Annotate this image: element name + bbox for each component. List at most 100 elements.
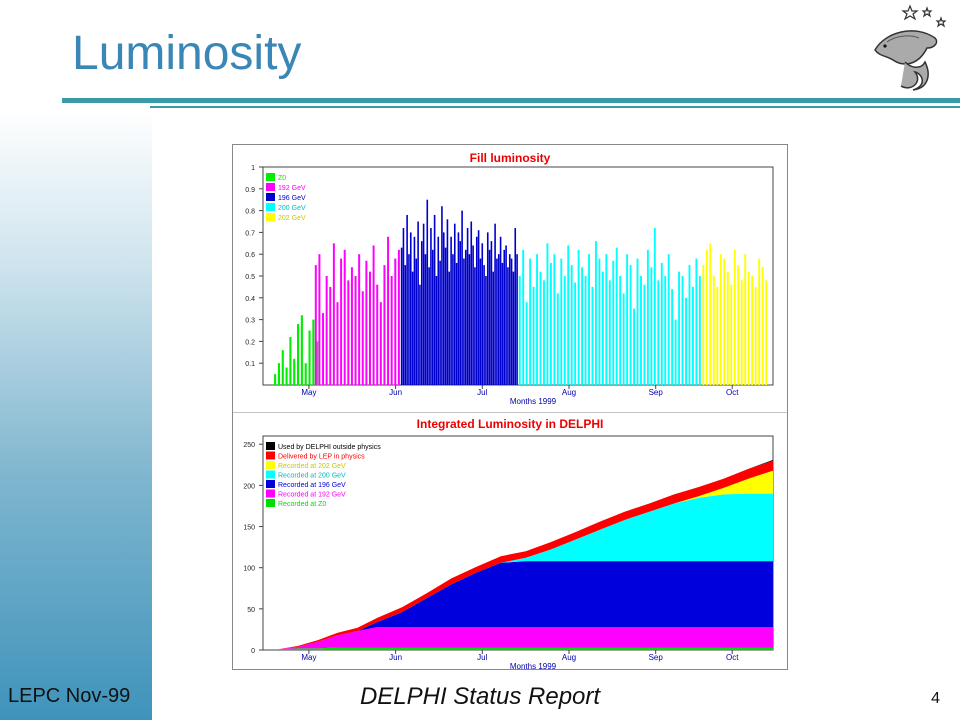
bar-196-gev (450, 236, 452, 385)
bar-200-gev (525, 302, 528, 385)
bar-192-gev (358, 254, 361, 385)
legend-swatch (266, 193, 275, 201)
bar-z0 (274, 374, 277, 385)
bar-200-gev (532, 286, 535, 385)
y-tick-label: 0.6 (245, 252, 255, 259)
bar-202-gev (716, 286, 719, 385)
bar-200-gev (633, 308, 636, 385)
footer-left-text: LEPC Nov-99 (8, 685, 131, 707)
chart-title: Integrated Luminosity in DELPHI (417, 417, 604, 431)
bar-202-gev (719, 254, 722, 385)
bar-192-gev (318, 254, 321, 385)
chart-title: Fill luminosity (470, 151, 551, 165)
bar-196-gev (404, 265, 407, 385)
legend-label: Recorded at 192 GeV (278, 492, 346, 499)
bar-196-gev (514, 228, 517, 385)
area-delivered-by-lep-in-physics (278, 460, 773, 650)
bar-202-gev (744, 254, 747, 385)
bar-200-gev (556, 293, 559, 385)
bar-196-gev (468, 254, 471, 385)
bar-196-gev (481, 243, 484, 385)
bar-202-gev (712, 276, 715, 385)
bar-196-gev (508, 254, 511, 385)
bar-z0 (289, 337, 292, 385)
bar-196-gev (420, 241, 423, 385)
bar-200-gev (636, 258, 639, 385)
bar-200-gev (518, 276, 521, 385)
bar-196-gev (457, 232, 460, 385)
y-tick-label: 0.8 (245, 209, 255, 216)
bar-196-gev (463, 258, 465, 385)
bar-196-gev (486, 232, 489, 385)
bar-200-gev (685, 297, 687, 385)
bar-z0 (308, 330, 311, 385)
legend-swatch (266, 451, 275, 460)
bar-z0 (277, 363, 280, 385)
bar-196-gev (442, 232, 445, 385)
x-tick-label: Aug (562, 388, 576, 397)
bar-192-gev (322, 313, 325, 385)
integrated-luminosity-chart: Integrated Luminosity in DELPHI 0 50 100 150… (233, 411, 787, 671)
bar-196-gev (422, 223, 425, 385)
y-tick-label: 0 (251, 648, 255, 655)
bar-192-gev (361, 291, 364, 385)
bar-200-gev (622, 293, 625, 385)
bar-200-gev (529, 258, 532, 385)
bar-z0 (281, 350, 284, 385)
bar-196-gev (437, 236, 440, 385)
x-axis-label: Months 1999 (510, 662, 557, 671)
legend-swatch (266, 470, 275, 479)
bar-200-gev (546, 243, 549, 385)
y-tick-label: 1 (251, 165, 255, 172)
bar-196-gev (402, 228, 405, 385)
legend-label: Recorded at 202 GeV (278, 463, 346, 470)
legend-label: Recorded at 196 GeV (278, 482, 346, 489)
bar-200-gev (653, 228, 656, 385)
bar-196-gev (470, 221, 473, 385)
bar-196-gev (492, 271, 495, 385)
bar-200-gev (650, 267, 653, 385)
bar-196-gev (448, 271, 451, 385)
bar-200-gev (553, 254, 556, 385)
legend-label: Recorded at Z0 (278, 501, 326, 508)
page-number: 4 (931, 690, 940, 707)
legend-swatch (266, 489, 275, 498)
bar-196-gev (424, 254, 427, 385)
bar-196-gev (505, 245, 507, 385)
bar-202-gev (733, 249, 736, 385)
y-tick-label: 150 (243, 525, 255, 532)
bar-200-gev (605, 254, 608, 385)
bar-196-gev (485, 276, 487, 385)
bar-196-gev (488, 249, 491, 385)
y-tick-label: 50 (247, 607, 255, 614)
bar-196-gev (494, 223, 496, 385)
bar-196-gev (406, 214, 408, 385)
bar-196-gev (459, 241, 462, 385)
bar-z0 (300, 315, 303, 385)
area-recorded-at-196-gev (278, 561, 773, 650)
bar-z0 (304, 363, 307, 385)
bar-196-gev (490, 241, 493, 385)
bar-192-gev (369, 271, 371, 385)
x-tick-label: Sep (649, 388, 664, 397)
title-rule-thin (150, 106, 960, 108)
bar-200-gev (522, 249, 525, 385)
bar-200-gev (643, 284, 646, 385)
bar-196-gev (477, 230, 480, 385)
legend-swatch (266, 173, 275, 181)
bar-196-gev (510, 258, 513, 385)
x-tick-label: Oct (726, 653, 739, 662)
y-tick-label: 0.9 (245, 187, 255, 194)
area-recorded-at-192-gev (278, 627, 773, 650)
bar-196-gev (435, 276, 438, 385)
bar-196-gev (496, 258, 498, 385)
bar-200-gev (584, 276, 587, 385)
x-tick-label: Jun (389, 388, 402, 397)
bar-202-gev (740, 280, 743, 385)
bar-192-gev (372, 245, 375, 385)
bar-200-gev (577, 249, 580, 385)
bar-196-gev (408, 254, 410, 385)
bar-192-gev (347, 280, 350, 385)
bar-196-gev (474, 267, 476, 385)
bar-196-gev (472, 245, 474, 385)
